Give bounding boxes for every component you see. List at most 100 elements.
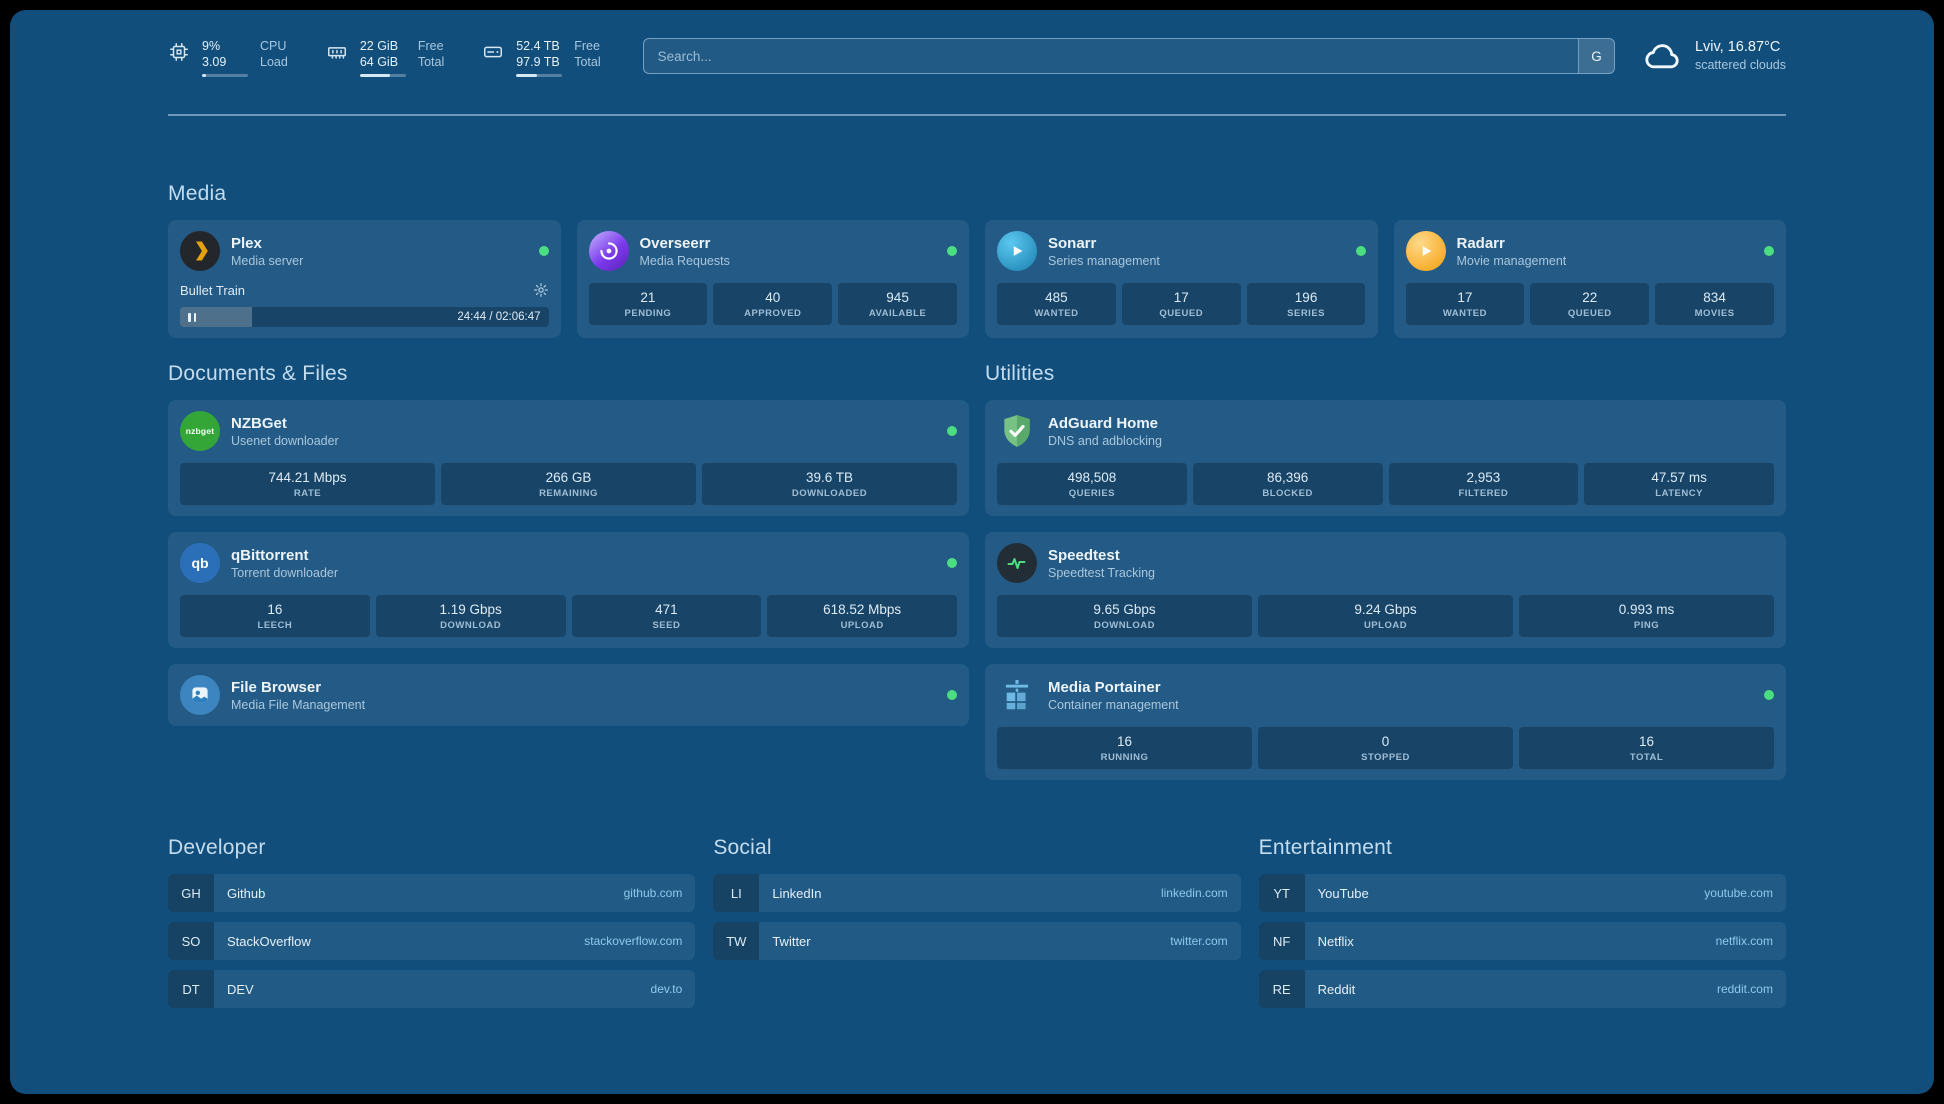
media-section-title: Media xyxy=(168,182,227,205)
stat-box: 618.52 Mbps UPLOAD xyxy=(767,595,957,637)
cpu-icon xyxy=(168,41,190,63)
stat-label: APPROVED xyxy=(744,308,802,319)
stat-box: 471 SEED xyxy=(571,595,762,637)
disk-labels: Free Total xyxy=(574,35,600,71)
service-card-plex[interactable]: Plex Media server Bullet Train 24:44 / 0… xyxy=(168,220,561,338)
stat-label: WANTED xyxy=(1442,308,1487,319)
bookmark-reddit[interactable]: RE Reddit reddit.com xyxy=(1258,970,1786,1008)
pause-icon[interactable] xyxy=(188,312,196,322)
disk-usage-bar xyxy=(516,74,563,78)
stat-value: 471 xyxy=(655,602,678,617)
service-subtitle: Movie management xyxy=(1456,253,1567,268)
service-name: Plex xyxy=(231,234,262,252)
bookmark-domain: stackoverflow.com xyxy=(584,934,683,948)
bookmark-youtube[interactable]: YT YouTube youtube.com xyxy=(1258,874,1786,912)
cpu-widget: 9% 3.09 CPU Load xyxy=(168,35,288,78)
bookmark-group-title: Developer xyxy=(168,836,266,859)
weather-widget: Lviv, 16.87°C scattered clouds xyxy=(1643,36,1786,76)
stats-row: 21 PENDING 40 APPROVED 945 AVAILABLE xyxy=(588,283,958,325)
speedtest-icon xyxy=(997,543,1037,583)
stat-label: QUEUED xyxy=(1567,308,1612,319)
header-divider xyxy=(168,114,1786,116)
stat-value: 834 xyxy=(1703,290,1726,305)
bookmark-abbr: YT xyxy=(1258,874,1305,912)
stat-label: PING xyxy=(1633,620,1660,631)
bookmark-abbr: NF xyxy=(1258,922,1305,960)
bookmark-domain: reddit.com xyxy=(1716,982,1773,996)
card-head: nzbget NZBGet Usenet downloader xyxy=(180,411,957,451)
settings-gear-icon[interactable] xyxy=(533,282,549,298)
stat-box: 0.993 ms PING xyxy=(1519,595,1774,637)
stat-box: 47.57 ms LATENCY xyxy=(1584,463,1774,505)
bookmark-domain: twitter.com xyxy=(1170,934,1228,948)
bookmark-linkedin[interactable]: LI LinkedIn linkedin.com xyxy=(713,874,1241,912)
service-titles: Radarr Movie management xyxy=(1457,235,1567,268)
bookmark-domain: linkedin.com xyxy=(1160,886,1228,900)
stat-label: MOVIES xyxy=(1694,308,1735,319)
service-card-portainer[interactable]: Media Portainer Container management 16 R… xyxy=(985,664,1786,780)
bookmark-github[interactable]: GH Github github.com xyxy=(168,874,696,912)
service-card-filebrowser[interactable]: File Browser Media File Management xyxy=(168,664,969,726)
service-subtitle: Media server xyxy=(231,253,304,268)
bookmark-name: YouTube xyxy=(1317,885,1369,901)
stat-value: 196 xyxy=(1294,290,1318,305)
service-card-qbittorrent[interactable]: qb qBittorrent Torrent downloader 16 LEEC… xyxy=(168,532,969,648)
bookmark-dev[interactable]: DT DEV dev.to xyxy=(168,970,696,1008)
service-card-adguard[interactable]: AdGuard Home DNS and adblocking 498,508 Q… xyxy=(985,400,1786,516)
service-card-sonarr[interactable]: Sonarr Series management 485 WANTED 17 QUE… xyxy=(985,220,1378,338)
homepage-dashboard: 9% 3.09 CPU Load 22 GiB 64 GiB xyxy=(10,10,1934,1094)
bookmark-stackoverflow[interactable]: SO StackOverflow stackoverflow.com xyxy=(168,922,696,960)
bookmark-group-developer: Developer GH Github github.com SO StackO… xyxy=(168,836,696,1008)
service-subtitle: Speedtest Tracking xyxy=(1048,565,1156,580)
service-card-nzbget[interactable]: nzbget NZBGet Usenet downloader 744.21 M… xyxy=(168,400,969,516)
search-input[interactable] xyxy=(643,39,1578,73)
search-bar: G xyxy=(642,38,1615,74)
stat-label: SEED xyxy=(652,620,681,631)
stat-label: DOWNLOADED xyxy=(791,488,868,499)
stat-label: UPLOAD xyxy=(1363,620,1408,631)
stat-value: 39.6 TB xyxy=(805,470,854,485)
service-name: NZBGet xyxy=(231,414,287,432)
stat-label: QUERIES xyxy=(1068,488,1115,499)
bookmark-twitter[interactable]: TW Twitter twitter.com xyxy=(713,922,1241,960)
bookmark-netflix[interactable]: NF Netflix netflix.com xyxy=(1258,922,1786,960)
memory-label-top: Free xyxy=(417,38,444,53)
bookmark-name: Netflix xyxy=(1317,933,1354,949)
cpu-label-top: CPU xyxy=(260,38,287,53)
documents-column: Documents & Files nzbget NZBGet Usenet d… xyxy=(168,362,969,726)
plex-icon xyxy=(180,231,220,271)
documents-cards: nzbget NZBGet Usenet downloader 744.21 M… xyxy=(168,400,969,726)
top-bar: 9% 3.09 CPU Load 22 GiB 64 GiB xyxy=(168,34,1786,78)
service-subtitle: Container management xyxy=(1048,697,1179,712)
service-subtitle: Series management xyxy=(1048,253,1160,268)
search-provider-button[interactable]: G xyxy=(1577,39,1614,73)
stat-label: RATE xyxy=(293,488,322,499)
service-subtitle: Media File Management xyxy=(231,697,366,712)
stat-label: LEECH xyxy=(257,620,293,631)
service-titles: qBittorrent Torrent downloader xyxy=(231,547,338,580)
bookmark-name: DEV xyxy=(227,981,254,997)
memory-labels: Free Total xyxy=(418,35,444,71)
nzbget-icon: nzbget xyxy=(180,411,220,451)
service-name: Sonarr xyxy=(1048,234,1097,252)
disk-free: 52.4 TB xyxy=(516,38,560,53)
disk-icon xyxy=(482,41,504,63)
stat-box: 0 STOPPED xyxy=(1258,727,1513,769)
disk-total: 97.9 TB xyxy=(516,55,560,69)
stat-box: 2,953 FILTERED xyxy=(1388,463,1579,505)
stat-value: 16 xyxy=(267,602,283,617)
status-dot xyxy=(947,690,957,700)
radarr-icon xyxy=(1405,231,1446,271)
service-card-overseerr[interactable]: Overseerr Media Requests 21 PENDING 40 APP… xyxy=(576,220,969,338)
service-card-radarr[interactable]: Radarr Movie management 17 WANTED 22 QUEUE… xyxy=(1393,220,1786,338)
stat-label: QUEUED xyxy=(1159,308,1204,319)
bookmark-group-title: Social xyxy=(713,836,772,859)
card-head: Plex Media server xyxy=(180,231,549,271)
weather-text: Lviv, 16.87°C scattered clouds xyxy=(1695,38,1786,73)
bookmark-name: Github xyxy=(227,885,266,901)
status-dot xyxy=(1764,690,1774,700)
documents-section-title: Documents & Files xyxy=(168,362,348,385)
service-card-speedtest[interactable]: Speedtest Speedtest Tracking 9.65 Gbps DO… xyxy=(985,532,1786,648)
stat-value: 0 xyxy=(1381,734,1390,749)
